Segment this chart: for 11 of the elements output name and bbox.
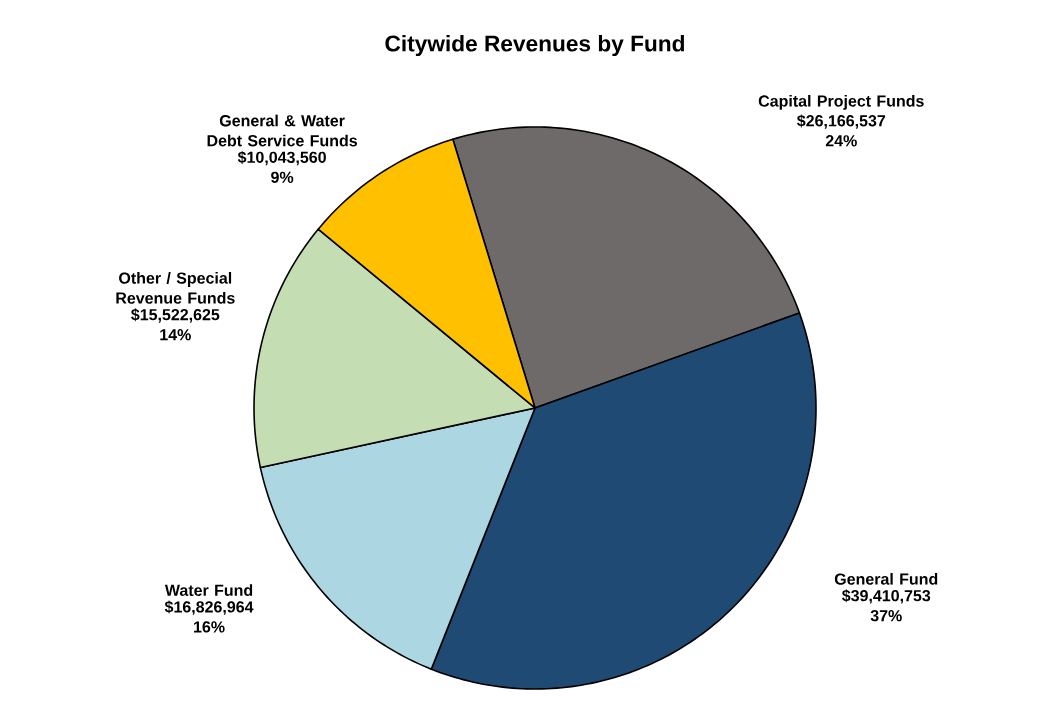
slice-label: Capital Project Funds [758,94,924,110]
slice-label: General & Water Debt Service Funds [207,114,358,147]
slice-label: General Fund [834,573,938,585]
data-label: $15,522,625 14% [131,308,220,341]
slice-label: Water Fund [164,584,253,596]
data-label: $26,166,537 24% [797,114,886,147]
data-label: $16,826,964 16% [164,600,254,633]
chart-title: Citywide Revenues by Fund [385,34,685,57]
data-label: $10,043,560 9% [237,150,326,183]
slice-label: Other / Special Revenue Funds [116,272,235,304]
data-label: $39,410,753 37% [841,589,931,622]
